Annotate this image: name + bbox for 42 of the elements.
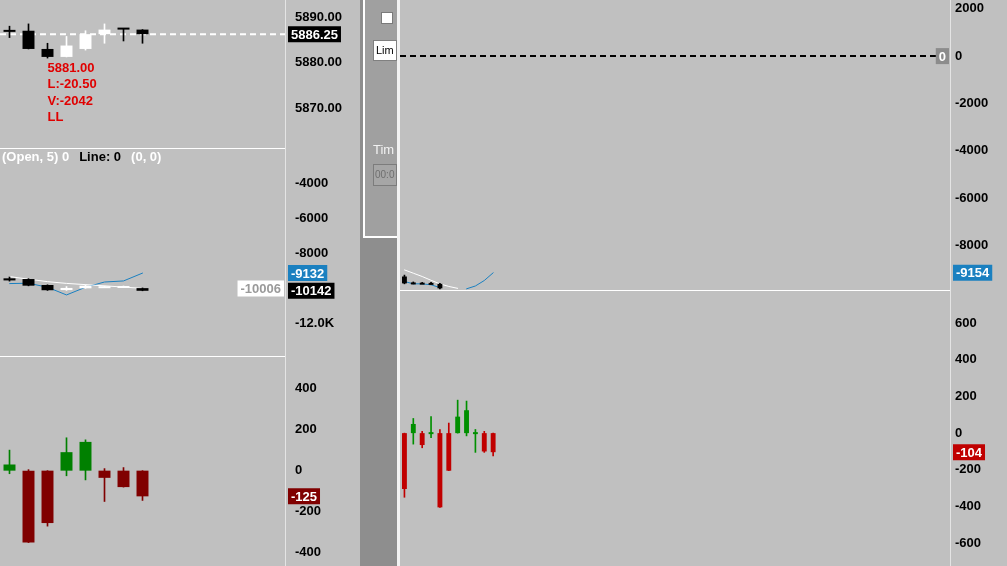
text-field: Lim: [373, 40, 397, 61]
y-tick-label: -200: [955, 461, 982, 477]
text: -9154: [956, 265, 991, 281]
y-tick-label: -400: [295, 544, 322, 560]
y-tick-label: -4000: [955, 142, 989, 158]
y-tick-label: -12.0K: [295, 314, 335, 330]
y-tick-label: -8000: [955, 237, 989, 253]
y-tick-label: -200: [295, 503, 322, 519]
y-tick-label: -600: [955, 534, 982, 550]
annotation: L:-20.50: [47, 76, 97, 92]
y-tick-label: 400: [955, 351, 977, 367]
annotation: (0, 0): [131, 148, 162, 164]
y-tick-label: -6000: [295, 209, 329, 225]
y-tick-label: 5890.00: [295, 8, 342, 24]
y-tick-label: 600: [955, 314, 977, 330]
y-tick-label: -2000: [955, 95, 989, 111]
y-tick-label: 0: [955, 424, 963, 440]
y-tick-label: 200: [295, 421, 317, 437]
text: Tim: [373, 142, 395, 158]
y-tick-label: -400: [955, 498, 982, 514]
y-tick-label: 2000: [955, 0, 984, 16]
y-tick-label: -4000: [295, 174, 329, 190]
y-tick-label: 400: [295, 380, 317, 396]
y-tick-label: 0: [295, 462, 303, 478]
annotation: -10006: [240, 280, 282, 296]
text: -10142: [291, 283, 332, 299]
ref-line-label: 0: [938, 48, 946, 64]
text: -104: [956, 444, 983, 460]
annotation: LL: [47, 109, 64, 125]
chart-title: (Open, 5) 0: [2, 148, 70, 164]
text: -125: [291, 488, 318, 504]
y-tick-label: 200: [955, 388, 977, 404]
ref-line-label: 5886.25: [291, 26, 338, 42]
text: -9132: [291, 265, 325, 281]
chart-subtitle: Line: 0: [79, 148, 122, 164]
y-tick-label: -6000: [955, 189, 989, 205]
y-tick-label: 0: [955, 47, 963, 63]
annotation: 5881.00: [47, 59, 95, 75]
annotation: V:-2042: [47, 92, 94, 108]
y-tick-label: 5880.00: [295, 54, 342, 70]
y-tick-label: 5870.00: [295, 99, 342, 115]
y-tick-label: -8000: [295, 244, 329, 260]
